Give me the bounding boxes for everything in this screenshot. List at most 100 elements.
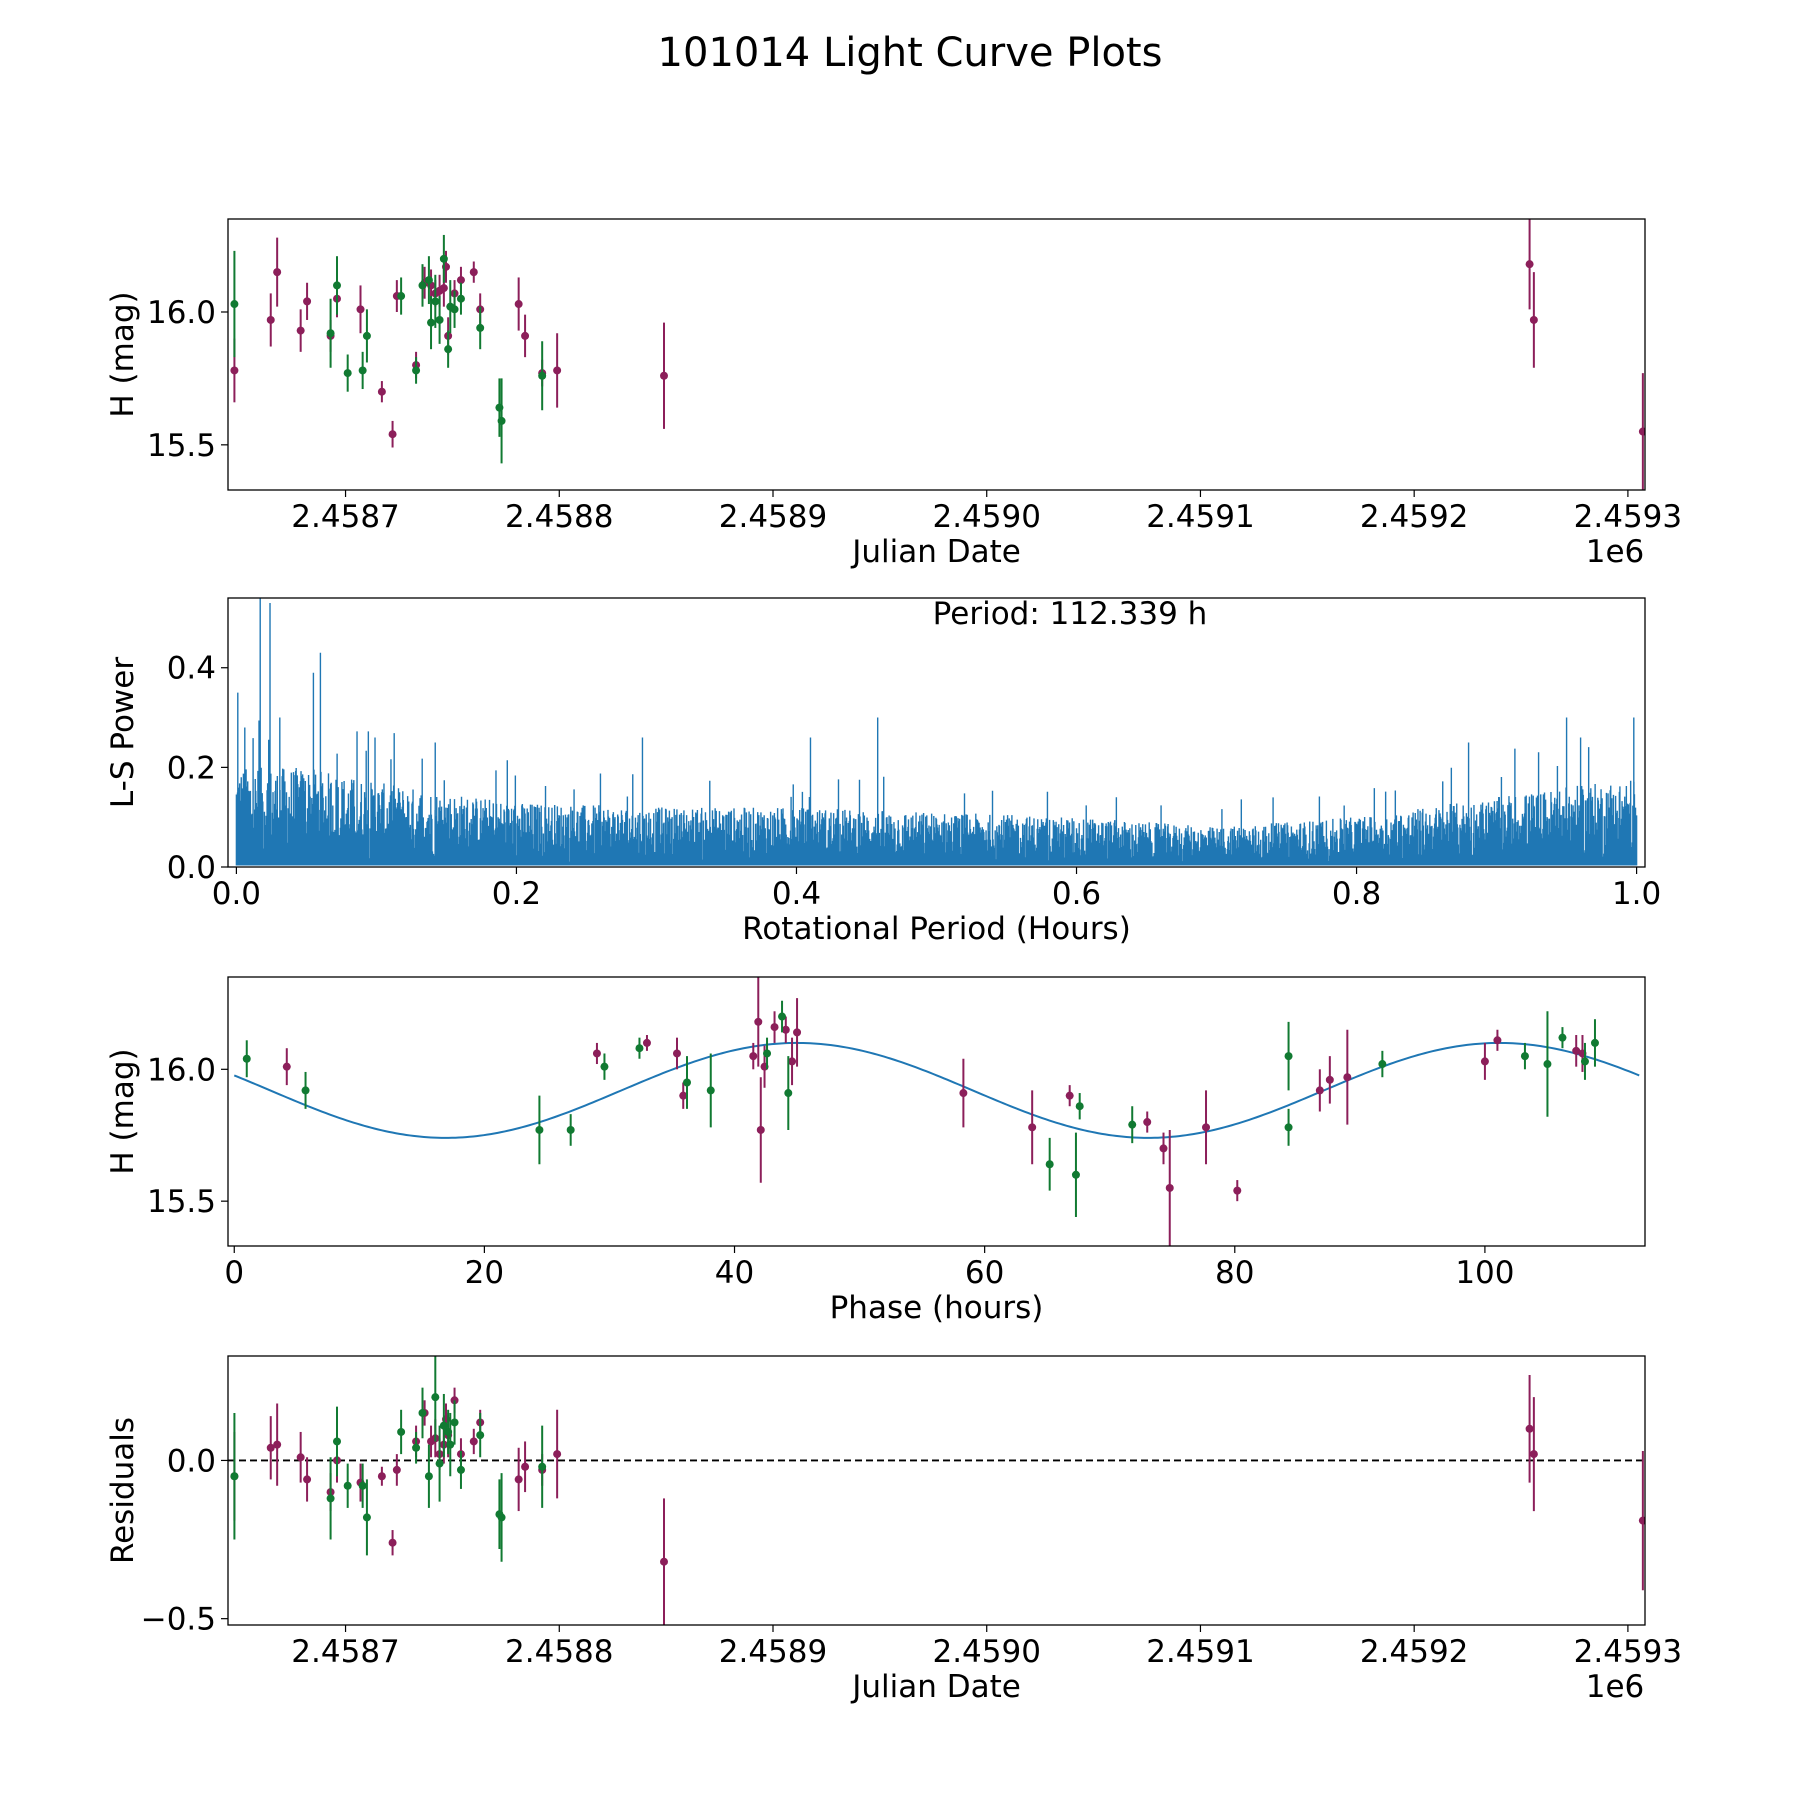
data-point bbox=[1529, 1450, 1538, 1459]
data-point bbox=[1543, 1060, 1552, 1069]
x-axis-label: Phase (hours) bbox=[830, 1290, 1044, 1326]
data-point bbox=[469, 1437, 478, 1446]
data-point bbox=[1480, 1057, 1489, 1066]
data-point bbox=[635, 1044, 644, 1053]
x-tick-label: 0.0 bbox=[212, 876, 261, 912]
data-point bbox=[514, 300, 523, 309]
x-tick-label: 0.8 bbox=[1332, 876, 1381, 912]
data-point bbox=[326, 329, 335, 338]
x-tick-label: 2.4592 bbox=[1360, 499, 1468, 535]
data-points bbox=[230, 1356, 1645, 1625]
y-tick-label: −0.5 bbox=[141, 1602, 216, 1638]
y-axis-label: H (mag) bbox=[105, 291, 141, 417]
x-tick-label: 2.4590 bbox=[932, 499, 1040, 535]
data-point bbox=[538, 371, 547, 380]
data-point bbox=[450, 305, 459, 314]
data-point bbox=[362, 1513, 371, 1522]
data-point bbox=[784, 1089, 793, 1098]
data-point bbox=[682, 1078, 691, 1087]
data-point bbox=[778, 1012, 787, 1021]
model-curve-group bbox=[233, 1041, 1640, 1139]
data-point bbox=[431, 1393, 440, 1402]
data-point bbox=[412, 366, 421, 375]
data-point bbox=[1638, 427, 1645, 436]
model-curve bbox=[233, 1041, 1640, 1139]
x-tick-label: 2.4591 bbox=[1146, 1634, 1254, 1670]
y-tick-label: 16.0 bbox=[147, 1052, 216, 1088]
data-point bbox=[303, 297, 312, 306]
data-point bbox=[435, 1459, 444, 1468]
data-point bbox=[230, 300, 239, 309]
data-point bbox=[514, 1475, 523, 1484]
x-tick-label: 40 bbox=[715, 1255, 754, 1291]
data-point bbox=[1525, 1424, 1534, 1433]
x-tick-label: 2.4593 bbox=[1574, 499, 1682, 535]
data-point bbox=[1315, 1086, 1324, 1095]
data-point bbox=[303, 1475, 312, 1484]
data-point bbox=[553, 1450, 562, 1459]
plot-frame bbox=[227, 218, 1646, 491]
data-point bbox=[446, 1440, 455, 1449]
data-point bbox=[273, 1440, 282, 1449]
data-point bbox=[642, 1038, 651, 1047]
y-axis-label: Residuals bbox=[105, 1417, 141, 1564]
x-axis-label: Julian Date bbox=[850, 1669, 1021, 1705]
x-tick-label: 2.4587 bbox=[291, 499, 399, 535]
data-point bbox=[756, 1125, 765, 1134]
x-tick-label: 60 bbox=[965, 1255, 1004, 1291]
data-point bbox=[1128, 1120, 1137, 1129]
data-point bbox=[1233, 1186, 1242, 1195]
data-point bbox=[397, 1427, 406, 1436]
data-point bbox=[230, 1472, 239, 1481]
data-point bbox=[476, 323, 485, 332]
data-point bbox=[600, 1062, 609, 1071]
x-tick-label: 2.4588 bbox=[505, 1634, 613, 1670]
data-point bbox=[388, 1538, 397, 1547]
panel-phase-folded: 0 20 40 60 80 100 15.5 16.0 Phase (hours) H (mag) bbox=[105, 976, 1646, 1326]
data-point bbox=[793, 1028, 802, 1037]
data-point bbox=[273, 268, 282, 277]
x-tick-label: 2.4589 bbox=[719, 499, 827, 535]
data-point bbox=[1284, 1052, 1293, 1061]
data-point bbox=[418, 1408, 427, 1417]
data-point bbox=[392, 1465, 401, 1474]
data-point bbox=[343, 369, 352, 378]
data-point bbox=[1143, 1118, 1152, 1127]
data-point bbox=[242, 1054, 251, 1063]
y-tick-label: 0.0 bbox=[167, 1443, 216, 1479]
plot-frame bbox=[227, 597, 1646, 868]
data-point bbox=[1071, 1170, 1080, 1179]
y-axis-label: H (mag) bbox=[105, 1048, 141, 1174]
data-point bbox=[660, 1557, 668, 1566]
data-point bbox=[356, 305, 365, 314]
data-point bbox=[296, 1453, 305, 1462]
data-point bbox=[521, 331, 530, 340]
data-point bbox=[456, 1465, 465, 1474]
periodogram-line bbox=[235, 598, 1638, 866]
x-tick-label: 2.4591 bbox=[1146, 499, 1254, 535]
y-tick-label: 15.5 bbox=[147, 1184, 216, 1220]
data-point bbox=[444, 345, 453, 354]
data-point bbox=[553, 366, 562, 375]
data-point bbox=[282, 1062, 291, 1071]
data-point bbox=[431, 297, 440, 306]
data-point bbox=[439, 254, 448, 263]
data-point bbox=[497, 1513, 506, 1522]
data-point bbox=[1165, 1183, 1174, 1192]
data-point bbox=[1525, 260, 1534, 269]
data-point bbox=[1590, 1038, 1599, 1047]
y-tick-label: 0.4 bbox=[167, 651, 216, 687]
data-point bbox=[412, 1443, 421, 1452]
data-point bbox=[521, 1462, 530, 1471]
period-annotation: Period: 112.339 h bbox=[933, 596, 1208, 632]
data-point bbox=[296, 326, 305, 335]
data-point bbox=[377, 1472, 386, 1481]
periodogram-series bbox=[235, 598, 1638, 866]
x-tick-label: 2.4590 bbox=[932, 1634, 1040, 1670]
x-tick-label: 0.2 bbox=[492, 876, 541, 912]
data-point bbox=[497, 416, 506, 425]
data-point bbox=[1580, 1057, 1589, 1066]
data-point bbox=[1065, 1091, 1074, 1100]
